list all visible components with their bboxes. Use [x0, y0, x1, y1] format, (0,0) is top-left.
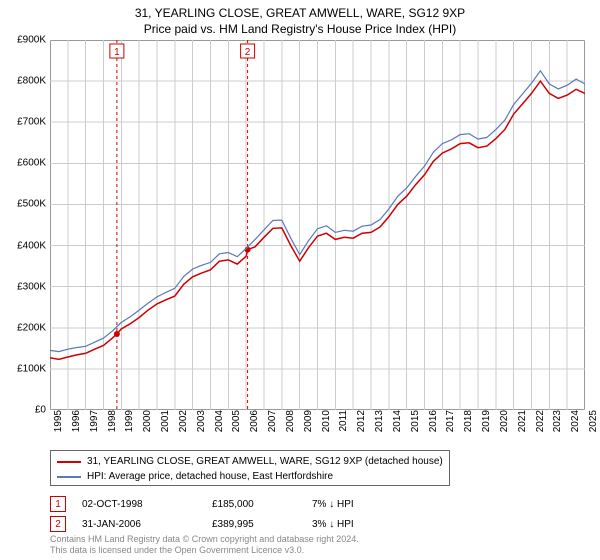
y-axis-labels: £0£100K£200K£300K£400K£500K£600K£700K£80… [0, 40, 48, 410]
footer-line-2: This data is licensed under the Open Gov… [50, 545, 359, 556]
x-axis-labels: 1995199619971998199920002001200220032004… [50, 410, 585, 450]
legend: 31, YEARLING CLOSE, GREAT AMWELL, WARE, … [50, 450, 450, 486]
chart-title-line1: 31, YEARLING CLOSE, GREAT AMWELL, WARE, … [0, 6, 600, 20]
legend-row-hpi: HPI: Average price, detached house, East… [57, 469, 443, 484]
legend-label-property: 31, YEARLING CLOSE, GREAT AMWELL, WARE, … [87, 456, 443, 467]
footer: Contains HM Land Registry data © Crown c… [50, 534, 359, 556]
footer-line-1: Contains HM Land Registry data © Crown c… [50, 534, 359, 545]
price-chart: 12 [50, 40, 585, 410]
events-table: 1 02-OCT-1998 £185,000 7% ↓ HPI 2 31-JAN… [50, 494, 392, 534]
event-row-2: 2 31-JAN-2006 £389,995 3% ↓ HPI [50, 514, 392, 534]
svg-text:2: 2 [245, 47, 251, 58]
legend-row-property: 31, YEARLING CLOSE, GREAT AMWELL, WARE, … [57, 454, 443, 469]
event-marker-2: 2 [50, 516, 66, 532]
legend-label-hpi: HPI: Average price, detached house, East… [87, 471, 333, 482]
event-price-1: £185,000 [212, 499, 312, 510]
event-change-1: 7% ↓ HPI [312, 499, 392, 510]
event-price-2: £389,995 [212, 519, 312, 530]
event-marker-1: 1 [50, 496, 66, 512]
svg-text:1: 1 [114, 47, 120, 58]
chart-title-line2: Price paid vs. HM Land Registry's House … [0, 22, 600, 36]
legend-swatch-hpi [57, 476, 81, 478]
legend-swatch-property [57, 461, 81, 463]
event-date-1: 02-OCT-1998 [82, 499, 212, 510]
event-change-2: 3% ↓ HPI [312, 519, 392, 530]
event-row-1: 1 02-OCT-1998 £185,000 7% ↓ HPI [50, 494, 392, 514]
event-date-2: 31-JAN-2006 [82, 519, 212, 530]
